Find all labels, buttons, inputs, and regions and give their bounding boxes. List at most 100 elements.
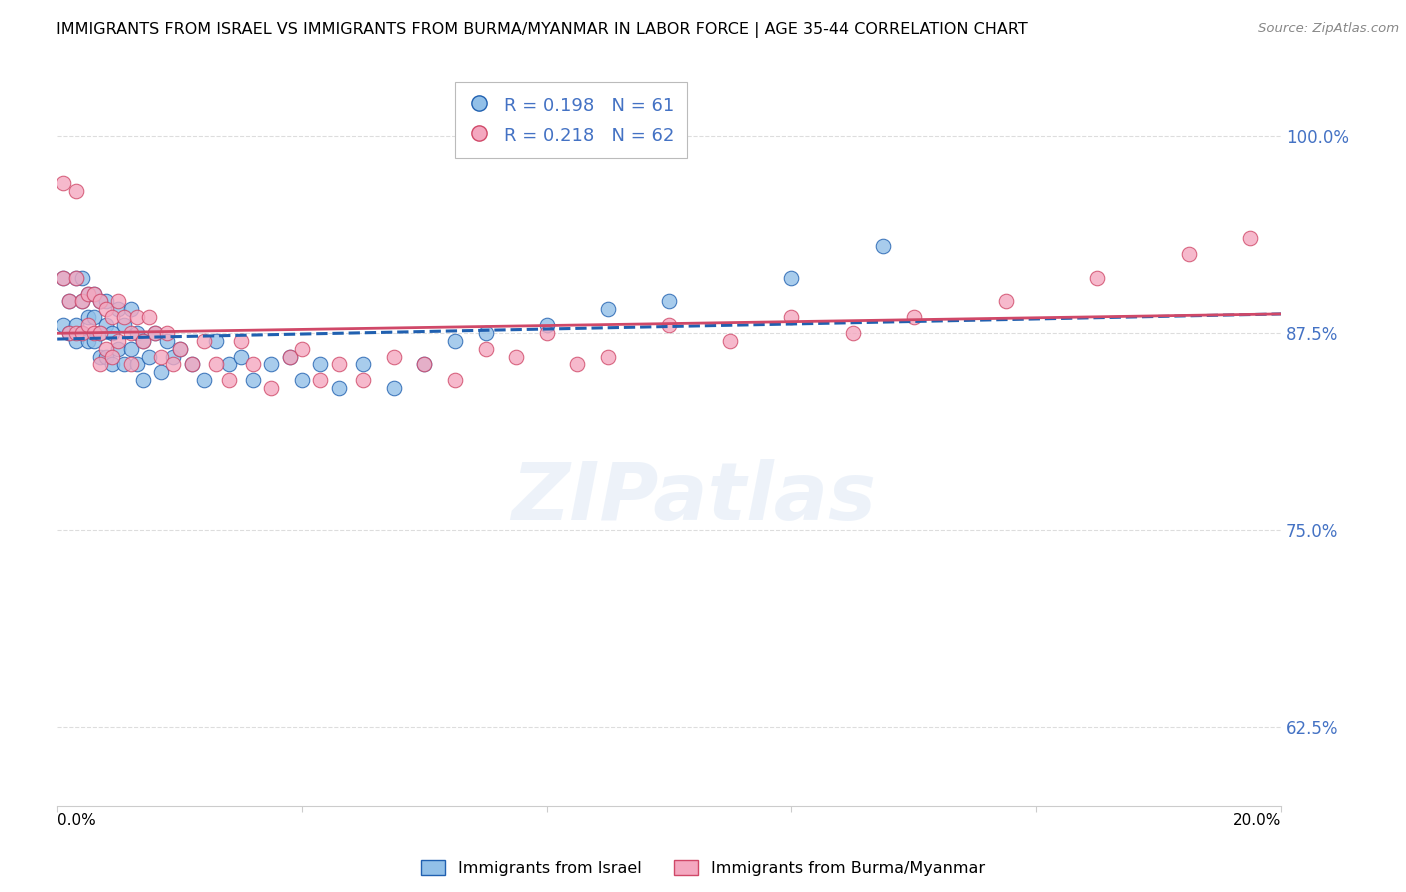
Text: IMMIGRANTS FROM ISRAEL VS IMMIGRANTS FROM BURMA/MYANMAR IN LABOR FORCE | AGE 35-: IMMIGRANTS FROM ISRAEL VS IMMIGRANTS FRO…	[56, 22, 1028, 38]
Text: 0.0%: 0.0%	[58, 814, 96, 829]
Point	[156, 334, 179, 348]
Point	[1239, 231, 1261, 245]
Point	[474, 342, 496, 356]
Point	[193, 334, 215, 348]
Point	[83, 286, 105, 301]
Point	[94, 318, 117, 332]
Point	[138, 310, 160, 325]
Point	[169, 342, 191, 356]
Point	[89, 294, 111, 309]
Point	[718, 334, 741, 348]
Point	[156, 326, 179, 340]
Point	[352, 373, 374, 387]
Point	[70, 294, 93, 309]
Point	[58, 294, 80, 309]
Point	[76, 286, 98, 301]
Point	[70, 326, 93, 340]
Point	[162, 350, 184, 364]
Point	[291, 342, 314, 356]
Point	[413, 358, 436, 372]
Point	[205, 358, 228, 372]
Point	[70, 270, 93, 285]
Point	[260, 381, 283, 395]
Point	[76, 310, 98, 325]
Point	[114, 358, 136, 372]
Point	[52, 318, 75, 332]
Point	[94, 350, 117, 364]
Point	[76, 334, 98, 348]
Point	[260, 358, 283, 372]
Point	[328, 381, 350, 395]
Point	[76, 318, 98, 332]
Point	[132, 334, 155, 348]
Point	[150, 350, 173, 364]
Point	[150, 365, 173, 379]
Point	[169, 342, 191, 356]
Point	[101, 310, 124, 325]
Point	[120, 326, 142, 340]
Point	[132, 373, 155, 387]
Point	[658, 294, 681, 309]
Point	[218, 358, 240, 372]
Point	[180, 358, 202, 372]
Point	[994, 294, 1017, 309]
Point	[65, 184, 87, 198]
Point	[94, 342, 117, 356]
Point	[205, 334, 228, 348]
Point	[65, 270, 87, 285]
Point	[444, 373, 467, 387]
Point	[536, 326, 558, 340]
Point	[83, 326, 105, 340]
Point	[58, 294, 80, 309]
Point	[352, 358, 374, 372]
Point	[107, 334, 129, 348]
Point	[107, 294, 129, 309]
Point	[658, 318, 681, 332]
Point	[841, 326, 863, 340]
Point	[780, 270, 803, 285]
Point	[229, 334, 252, 348]
Point	[505, 350, 527, 364]
Point	[328, 358, 350, 372]
Point	[89, 326, 111, 340]
Point	[413, 358, 436, 372]
Text: Source: ZipAtlas.com: Source: ZipAtlas.com	[1258, 22, 1399, 36]
Point	[120, 342, 142, 356]
Point	[193, 373, 215, 387]
Point	[125, 358, 148, 372]
Point	[89, 358, 111, 372]
Point	[143, 326, 166, 340]
Point	[309, 373, 332, 387]
Point	[52, 270, 75, 285]
Point	[474, 326, 496, 340]
Point	[596, 302, 619, 317]
Point	[872, 239, 894, 253]
Point	[65, 326, 87, 340]
Point	[65, 318, 87, 332]
Point	[596, 350, 619, 364]
Text: ZIPatlas: ZIPatlas	[510, 458, 876, 537]
Point	[120, 302, 142, 317]
Point	[65, 270, 87, 285]
Legend: Immigrants from Israel, Immigrants from Burma/Myanmar: Immigrants from Israel, Immigrants from …	[413, 853, 993, 884]
Point	[94, 302, 117, 317]
Point	[125, 310, 148, 325]
Point	[218, 373, 240, 387]
Point	[101, 358, 124, 372]
Point	[120, 358, 142, 372]
Point	[89, 294, 111, 309]
Point	[70, 326, 93, 340]
Point	[70, 294, 93, 309]
Point	[89, 350, 111, 364]
Point	[444, 334, 467, 348]
Point	[143, 326, 166, 340]
Legend: R = 0.198   N = 61, R = 0.218   N = 62: R = 0.198 N = 61, R = 0.218 N = 62	[456, 82, 688, 158]
Point	[536, 318, 558, 332]
Point	[291, 373, 314, 387]
Point	[58, 326, 80, 340]
Point	[83, 286, 105, 301]
Point	[1087, 270, 1109, 285]
Point	[278, 350, 301, 364]
Point	[180, 358, 202, 372]
Point	[309, 358, 332, 372]
